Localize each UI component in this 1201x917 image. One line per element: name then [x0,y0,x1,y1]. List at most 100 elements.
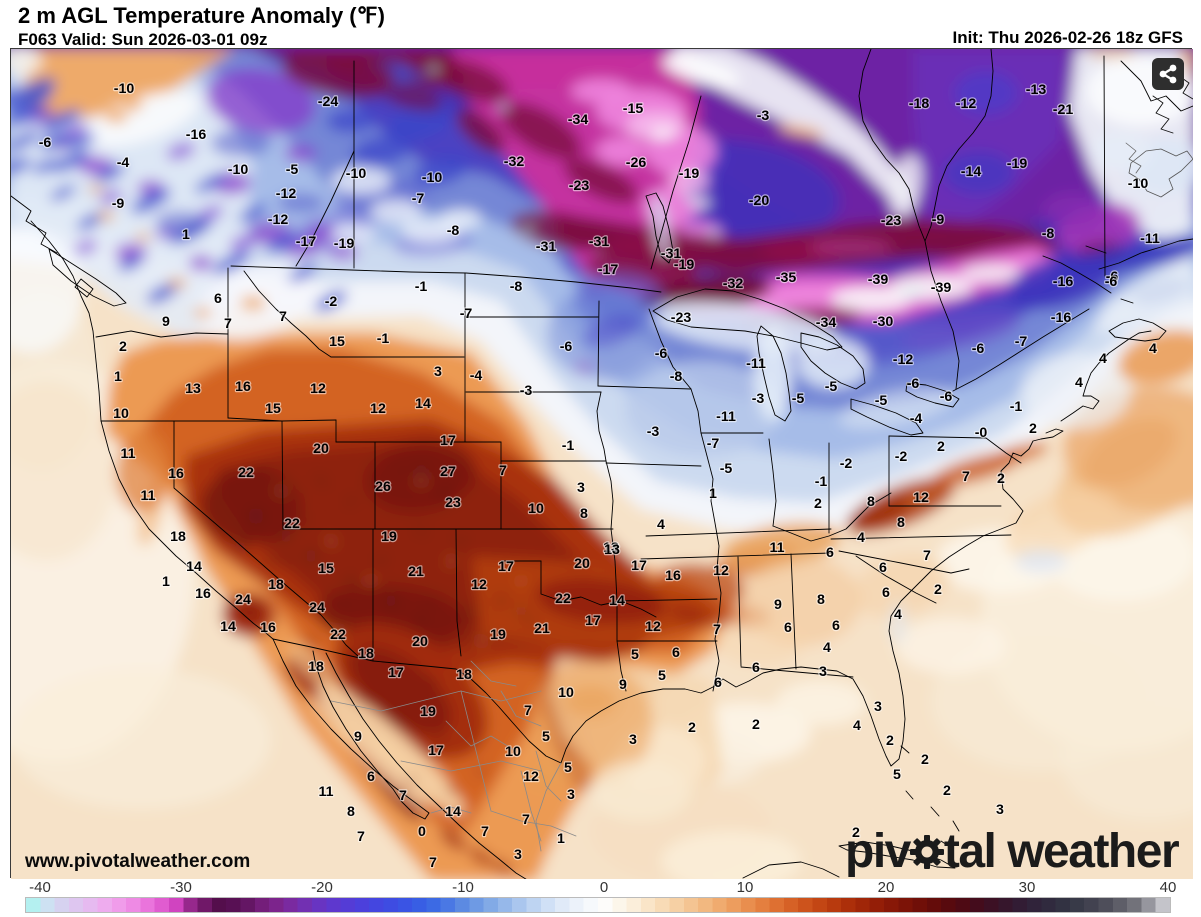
svg-text:-24: -24 [318,94,339,110]
svg-text:7: 7 [481,824,489,840]
svg-text:4: 4 [853,718,861,734]
svg-text:-1: -1 [1010,399,1023,415]
svg-text:7: 7 [524,703,532,719]
svg-text:-32: -32 [723,276,744,292]
svg-text:-32: -32 [504,154,525,170]
svg-text:3: 3 [577,480,585,496]
svg-text:12: 12 [471,577,487,593]
svg-text:-6: -6 [39,135,52,151]
svg-text:2: 2 [943,783,951,799]
svg-text:18: 18 [358,646,374,662]
svg-text:6: 6 [784,620,792,636]
svg-text:-16: -16 [1051,310,1072,326]
svg-text:7: 7 [713,622,721,638]
svg-text:8: 8 [817,592,825,608]
svg-text:-26: -26 [626,155,647,171]
svg-text:-11: -11 [716,409,736,425]
svg-text:5: 5 [658,668,666,684]
svg-text:20: 20 [574,556,590,572]
svg-text:9: 9 [354,729,362,745]
svg-text:6: 6 [879,560,887,576]
svg-text:13: 13 [185,381,201,397]
svg-text:-8: -8 [1042,226,1055,242]
svg-text:-6: -6 [560,339,573,355]
svg-text:11: 11 [141,488,156,504]
svg-text:-18: -18 [909,96,930,112]
svg-text:-2: -2 [325,294,338,310]
svg-text:8: 8 [897,515,905,531]
svg-text:-4: -4 [117,155,130,171]
svg-text:6: 6 [214,291,222,307]
svg-text:-4: -4 [470,368,483,384]
svg-text:-6: -6 [972,341,985,357]
svg-text:16: 16 [168,466,184,482]
svg-text:4: 4 [894,607,902,623]
svg-text:11: 11 [121,446,136,462]
svg-text:6: 6 [672,645,680,661]
svg-text:16: 16 [195,586,211,602]
svg-text:-7: -7 [707,436,720,452]
svg-text:18: 18 [268,577,284,593]
svg-text:11: 11 [770,540,785,556]
svg-text:-2: -2 [895,449,908,465]
svg-text:3: 3 [567,787,575,803]
svg-text:-6: -6 [907,376,920,392]
svg-text:7: 7 [357,829,365,845]
svg-text:10: 10 [113,406,129,422]
svg-text:2: 2 [752,717,760,733]
svg-text:-5: -5 [286,162,299,178]
svg-text:-9: -9 [932,212,945,228]
svg-text:14: 14 [445,804,461,820]
svg-text:-11: -11 [1140,231,1160,247]
svg-text:2: 2 [997,471,1005,487]
svg-text:7: 7 [399,788,407,804]
svg-text:2: 2 [921,752,929,768]
svg-text:17: 17 [585,613,601,629]
svg-text:-31: -31 [589,234,610,250]
svg-text:1: 1 [182,227,190,243]
svg-text:22: 22 [555,591,571,607]
svg-text:17: 17 [498,559,514,575]
svg-text:2: 2 [814,496,822,512]
svg-text:8: 8 [867,494,875,510]
svg-text:5: 5 [564,760,572,776]
svg-text:13: 13 [603,540,619,556]
svg-text:-19: -19 [1007,156,1028,172]
svg-text:4: 4 [823,640,831,656]
svg-text:-3: -3 [752,391,765,407]
svg-text:-6: -6 [1106,269,1119,285]
svg-text:7: 7 [923,548,931,564]
svg-text:18: 18 [170,529,186,545]
svg-text:-8: -8 [447,223,460,239]
svg-text:19: 19 [490,627,506,643]
svg-text:15: 15 [318,561,334,577]
svg-text:-6: -6 [1105,274,1118,290]
svg-text:-5: -5 [720,461,733,477]
svg-text:0: 0 [418,824,426,840]
svg-text:20: 20 [313,441,329,457]
svg-text:9: 9 [774,597,782,613]
svg-text:4: 4 [1149,341,1157,357]
svg-text:17: 17 [631,558,647,574]
svg-text:2: 2 [934,582,942,598]
svg-text:-34: -34 [816,315,837,331]
svg-text:7: 7 [224,316,232,332]
svg-text:6: 6 [367,769,375,785]
svg-text:-19: -19 [334,236,355,252]
svg-text:18: 18 [456,667,472,683]
svg-text:1: 1 [557,831,565,847]
svg-text:19: 19 [381,529,397,545]
svg-text:23: 23 [445,495,461,511]
svg-text:15: 15 [265,401,281,417]
svg-text:10: 10 [558,685,574,701]
svg-text:4: 4 [1099,351,1107,367]
svg-text:2: 2 [937,439,945,455]
svg-text:16: 16 [260,620,276,636]
svg-text:-6: -6 [940,389,953,405]
svg-text:22: 22 [238,465,254,481]
svg-text:5: 5 [542,729,550,745]
svg-text:3: 3 [874,699,882,715]
svg-text:17: 17 [388,665,404,681]
svg-text:12: 12 [913,490,929,506]
svg-text:-11: -11 [746,356,766,372]
